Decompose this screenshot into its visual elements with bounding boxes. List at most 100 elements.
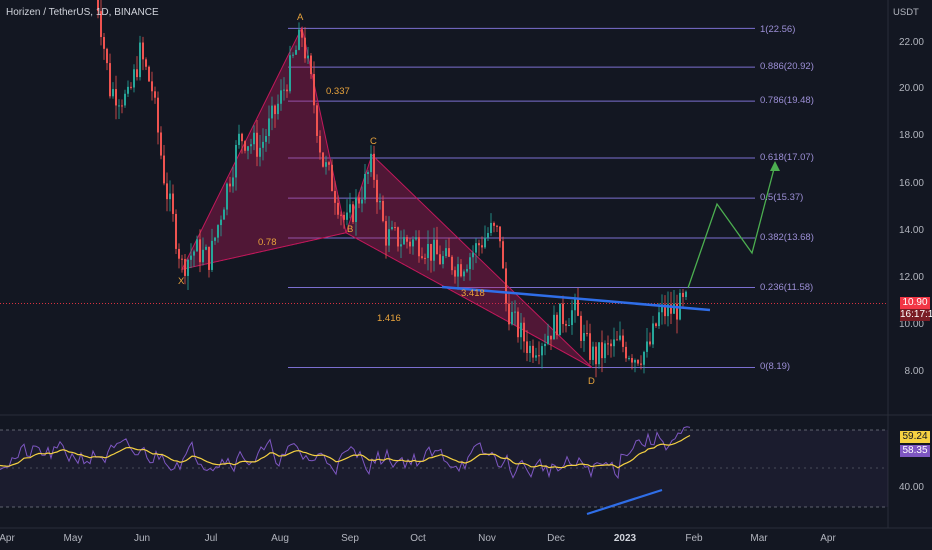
candle	[463, 271, 465, 277]
symbol-title[interactable]: Horizen / TetherUS, 1D, BINANCE	[6, 7, 159, 18]
candle	[259, 147, 261, 157]
candle	[307, 55, 309, 59]
price-tick: 14.00	[898, 225, 924, 236]
candle	[379, 201, 381, 203]
candle	[439, 254, 441, 265]
candle	[610, 343, 612, 347]
candle	[451, 256, 453, 271]
candle	[262, 141, 264, 148]
candle	[412, 239, 414, 247]
price-tick: 12.00	[898, 272, 924, 283]
candle	[502, 241, 504, 269]
candle	[532, 345, 534, 358]
candle	[232, 177, 234, 187]
candle	[415, 237, 417, 240]
time-tick: Oct	[410, 533, 426, 544]
candle	[139, 42, 141, 78]
currency-label: USDT	[893, 7, 919, 18]
candle	[676, 303, 678, 320]
candle	[355, 197, 357, 223]
candle	[589, 333, 591, 360]
fib-level-label: 0.886(20.92)	[760, 61, 814, 72]
candle	[97, 0, 99, 12]
candle	[322, 152, 324, 167]
time-tick: Mar	[750, 533, 768, 544]
candle	[364, 173, 366, 200]
candle	[331, 164, 333, 192]
candle	[184, 259, 186, 276]
price-tick: 8.00	[904, 366, 924, 377]
candle	[484, 237, 486, 248]
candle	[196, 239, 198, 252]
fib-level-label: 0.236(11.58)	[760, 282, 814, 293]
candle	[367, 172, 369, 174]
candle	[505, 268, 507, 304]
candle	[625, 346, 627, 359]
time-tick: Jul	[204, 533, 218, 544]
candle	[217, 225, 219, 238]
candle	[202, 249, 204, 263]
candle	[373, 153, 375, 180]
candle	[343, 214, 345, 220]
candle	[124, 93, 126, 106]
candle	[220, 219, 222, 226]
candle	[637, 360, 639, 364]
fib-level-label: 0.382(13.68)	[760, 232, 814, 243]
candle	[574, 297, 576, 311]
candle	[133, 69, 135, 88]
time-tick: Apr	[820, 533, 836, 544]
candle	[190, 255, 192, 260]
candle	[607, 343, 609, 345]
candle	[433, 239, 435, 261]
candle	[130, 86, 132, 88]
time-tick: Feb	[685, 533, 703, 544]
candle	[565, 324, 567, 326]
candle	[544, 343, 546, 347]
candle	[436, 239, 438, 255]
candle	[316, 105, 318, 136]
candle	[319, 135, 321, 153]
candle	[523, 322, 525, 342]
candle	[682, 292, 684, 297]
candle	[577, 297, 579, 316]
candle	[178, 248, 180, 259]
candle	[361, 199, 363, 204]
time-tick: Sep	[341, 533, 359, 544]
candle	[403, 237, 405, 245]
candle	[571, 310, 573, 326]
time-tick: Dec	[547, 533, 565, 544]
pattern-point-a: A	[297, 12, 304, 23]
candle	[568, 325, 570, 327]
price-tick: 10.00	[898, 319, 924, 330]
projection-path	[687, 164, 776, 289]
candle	[535, 355, 537, 358]
candle	[370, 153, 372, 173]
candle	[457, 264, 459, 277]
rsi-tick: 40.00	[898, 482, 924, 493]
time-tick: Jun	[133, 533, 151, 544]
candle	[613, 339, 615, 347]
rsi-value-tag: 59.24	[900, 431, 930, 443]
candle	[127, 86, 129, 94]
candle	[493, 222, 495, 226]
candle	[400, 244, 402, 247]
candle	[163, 155, 165, 184]
fib-level-label: 0.5(15.37)	[760, 192, 804, 203]
candle	[652, 323, 654, 345]
candle	[265, 136, 267, 142]
candle	[514, 311, 516, 313]
candle	[304, 37, 306, 59]
time-tick: Aug	[271, 533, 289, 544]
candle	[661, 304, 663, 313]
candle	[673, 303, 675, 314]
current-price-tag: 10.90	[900, 297, 930, 309]
candle	[256, 132, 258, 157]
candle	[214, 237, 216, 241]
candle	[142, 42, 144, 60]
candle	[526, 341, 528, 354]
candle	[628, 358, 630, 360]
candle	[292, 54, 294, 56]
candle	[328, 162, 330, 165]
